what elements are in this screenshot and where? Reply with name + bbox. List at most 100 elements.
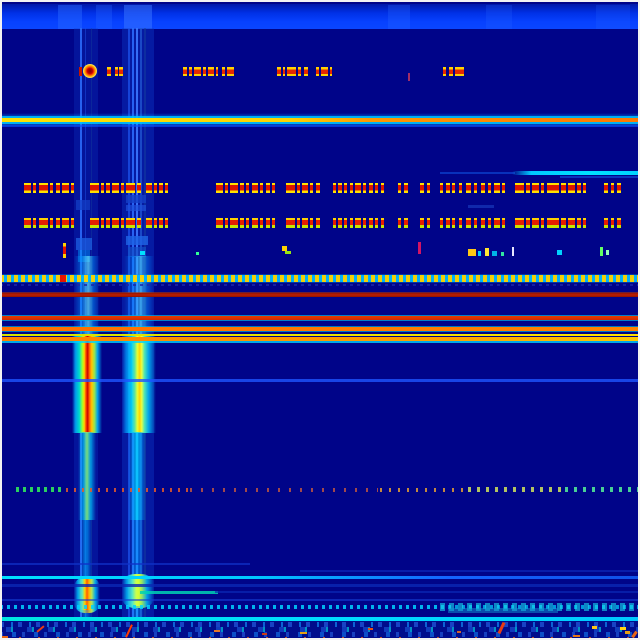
streak-blob — [126, 236, 148, 245]
burst-row-upper-seg — [481, 183, 485, 193]
burst-row-lower-seg — [532, 218, 539, 228]
burst-row-upper-seg — [62, 183, 69, 193]
burst-row-upper-seg — [452, 183, 455, 193]
sparse-mark — [557, 250, 562, 255]
sparse-mark — [418, 242, 421, 254]
hotspot-tick — [79, 67, 82, 76]
burst-row-upper-seg — [316, 183, 320, 193]
noise-mark — [214, 630, 220, 632]
burst-row-upper-seg — [459, 183, 462, 193]
burst-row-upper-seg — [297, 183, 300, 193]
noise-mark — [262, 633, 267, 635]
sparse-mark — [140, 251, 145, 255]
burst-row-upper-seg — [561, 183, 566, 193]
burst-row-lower-seg — [474, 218, 477, 228]
noise-row — [0, 632, 640, 637]
burst-row-lower-seg — [159, 218, 163, 228]
burst-row-upper-seg — [344, 183, 347, 193]
burst-row-top-seg — [449, 67, 453, 76]
sparse-mark — [501, 252, 504, 256]
streak-left-tail2 — [80, 520, 92, 578]
burst-row-upper-seg — [286, 183, 295, 193]
burst-row-upper-seg — [90, 183, 99, 193]
noise-mark — [368, 628, 373, 630]
noise-mark — [573, 635, 580, 637]
emission-line-cyan-top — [0, 116, 640, 118]
top-band-stripe — [96, 5, 112, 29]
burst-row-lower-seg — [50, 218, 53, 228]
burst-row-upper-seg — [398, 183, 401, 193]
burst-row-top-seg — [330, 67, 332, 76]
burst-row-lower-seg — [583, 218, 586, 228]
burst-row-top-seg — [316, 67, 319, 76]
yellow-line — [0, 334, 640, 336]
dot-row-green — [16, 487, 62, 492]
bottom-faint-line — [0, 563, 250, 565]
burst-row-upper-seg — [71, 183, 74, 193]
burst-row-top-seg — [189, 67, 192, 76]
red-line-cyan-top — [0, 315, 640, 316]
burst-row-top-seg — [107, 67, 111, 76]
sparse-mark-jet-tick — [63, 243, 66, 258]
bottom-faint-line — [0, 599, 640, 601]
blue-line-mid — [0, 379, 640, 382]
burst-row-lower-seg — [146, 218, 152, 228]
streak-right-tail2 — [130, 520, 144, 577]
burst-row-lower-seg — [333, 218, 336, 228]
burst-row-top-seg — [304, 67, 308, 76]
burst-row-lower-seg — [154, 218, 157, 228]
dot-row-orange — [66, 488, 188, 492]
cyan-speckle-right — [440, 603, 640, 611]
sparse-mark — [478, 251, 481, 256]
top-band-stripe — [58, 5, 82, 29]
emission-line-blue-bottom — [0, 125, 640, 127]
emission-line-cyan-bottom — [0, 122, 640, 124]
faint-blue-dots — [468, 205, 494, 208]
cyan-streak-sub — [560, 176, 640, 178]
burst-row-lower-seg — [577, 218, 581, 228]
cyan-line-576 — [0, 576, 640, 579]
burst-row-upper-seg — [466, 183, 471, 193]
burst-row-lower-seg — [338, 218, 342, 228]
burst-row-upper-seg — [577, 183, 581, 193]
burst-row-lower-seg — [481, 218, 485, 228]
burst-row-top-seg — [283, 67, 285, 76]
burst-row-upper-seg — [547, 183, 559, 193]
burst-row-lower-seg — [526, 218, 530, 228]
streak-left-bloom-main — [72, 334, 102, 433]
burst-row-upper-seg — [225, 183, 228, 193]
burst-row-upper-seg — [611, 183, 614, 193]
burst-row-upper-seg — [427, 183, 430, 193]
burst-row-lower-seg — [106, 218, 110, 228]
bottom-faint-line — [0, 584, 640, 587]
burst-row-top-seg — [119, 67, 123, 76]
cyan-streak-topright — [512, 171, 640, 175]
burst-row-lower-seg — [216, 218, 223, 228]
burst-row-upper-seg — [159, 183, 163, 193]
dashed-line-red-mark — [60, 275, 66, 282]
burst-row-lower-seg — [316, 218, 320, 228]
noise-mark — [625, 631, 630, 634]
sparse-mark — [282, 246, 287, 251]
burst-row-upper-seg — [50, 183, 53, 193]
burst-row-top-seg — [227, 67, 234, 76]
burst-row-upper-seg — [240, 183, 244, 193]
burst-row-upper-seg — [333, 183, 336, 193]
top-band-stripe — [486, 5, 512, 29]
burst-row-upper-seg — [154, 183, 157, 193]
burst-row-lower-seg — [266, 218, 270, 228]
burst-row-top-seg — [203, 67, 206, 76]
burst-row-upper-seg — [112, 183, 119, 193]
burst-row-lower-seg — [561, 218, 566, 228]
maroon-line-edge — [0, 292, 640, 293]
burst-row-upper-seg — [39, 183, 48, 193]
burst-row-upper-seg — [617, 183, 621, 193]
burst-row-lower-seg — [568, 218, 575, 228]
burst-row-lower-seg — [488, 218, 491, 228]
magenta-tick — [408, 73, 410, 81]
burst-row-upper-seg — [404, 183, 408, 193]
sparse-mark — [492, 251, 497, 256]
burst-row-lower-seg — [90, 218, 99, 228]
red-line-cyan-bottom — [0, 320, 640, 321]
